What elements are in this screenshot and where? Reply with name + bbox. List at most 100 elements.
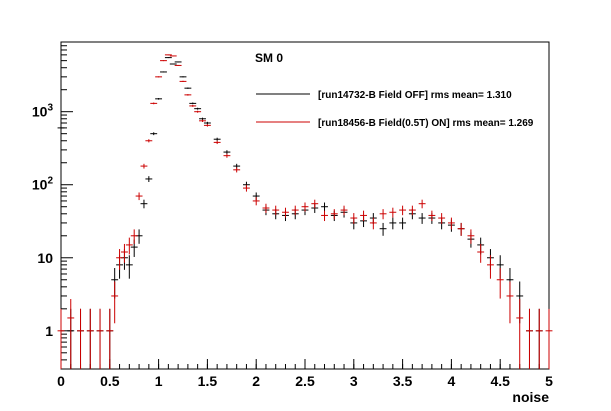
data-point xyxy=(203,124,211,127)
data-point xyxy=(438,213,446,224)
data-point xyxy=(160,71,167,73)
data-point xyxy=(150,102,158,105)
data-point xyxy=(199,117,206,120)
y-tick-label: 10 xyxy=(37,250,53,266)
data-point xyxy=(526,308,533,369)
data-point xyxy=(379,222,387,236)
x-tick-label: 1.5 xyxy=(198,373,218,389)
x-tick-label: 0.5 xyxy=(100,373,120,389)
x-tick-label: 2.5 xyxy=(295,373,315,389)
data-point xyxy=(203,121,211,125)
data-point xyxy=(125,255,133,279)
data-point xyxy=(150,132,158,136)
y-tick-label: 1 xyxy=(45,323,53,339)
data-point xyxy=(477,243,485,263)
data-point xyxy=(184,94,192,96)
data-point xyxy=(350,213,358,224)
data-point xyxy=(116,249,123,270)
data-point xyxy=(223,153,231,158)
data-point xyxy=(408,205,416,216)
data-point xyxy=(106,308,114,369)
data-point xyxy=(125,237,133,255)
data-point xyxy=(506,281,514,324)
data-point xyxy=(330,209,338,220)
data-point xyxy=(145,139,153,143)
legend-label: [run18456-B Field(0.5T) ON] rms mean= 1.… xyxy=(318,118,534,129)
data-point xyxy=(282,207,289,218)
data-point xyxy=(272,205,280,216)
legend-label: [run14732-B Field OFF] rms mean= 1.310 xyxy=(318,90,512,101)
data-point xyxy=(262,203,270,213)
data-point xyxy=(164,54,172,56)
data-point xyxy=(321,202,328,212)
data-point xyxy=(184,87,192,89)
data-point xyxy=(199,119,206,123)
data-point xyxy=(130,229,138,244)
x-tick-label: 5 xyxy=(545,373,553,389)
data-point xyxy=(399,205,407,216)
data-point xyxy=(179,80,187,83)
data-point xyxy=(467,229,475,244)
data-point xyxy=(155,76,163,78)
data-point xyxy=(194,110,202,113)
data-point xyxy=(389,217,397,230)
x-tick-label: 0 xyxy=(57,373,65,389)
series-layer xyxy=(57,54,553,369)
data-point xyxy=(189,102,197,105)
data-point xyxy=(140,199,148,209)
data-point xyxy=(223,150,231,155)
y-tick-label: 103 xyxy=(32,103,54,120)
data-point xyxy=(535,308,543,369)
data-point xyxy=(418,199,426,209)
data-point xyxy=(496,268,504,299)
data-point xyxy=(457,222,465,236)
data-point xyxy=(379,209,387,220)
data-point xyxy=(418,213,426,224)
data-point xyxy=(301,202,309,212)
data-point xyxy=(174,61,182,63)
chart-title: SM 0 xyxy=(255,51,283,65)
data-point xyxy=(96,308,104,369)
data-point xyxy=(252,197,260,206)
axis-ticks: 0 0.5 1 1.5 2 2.5 3 3.5 4 4.5 5 1 10 102 103 xyxy=(32,41,553,389)
y-tick-label: 102 xyxy=(32,176,54,193)
data-point xyxy=(140,163,148,169)
data-point xyxy=(291,205,299,216)
data-point xyxy=(389,207,397,218)
x-tick-label: 4 xyxy=(448,373,456,389)
data-point xyxy=(340,205,348,216)
x-tick-label: 1 xyxy=(155,373,163,389)
data-point xyxy=(399,217,407,230)
x-tick-label: 4.5 xyxy=(490,373,510,389)
data-point xyxy=(145,176,153,182)
x-axis-title: noise xyxy=(512,389,549,405)
data-point xyxy=(516,299,524,369)
data-point xyxy=(164,57,172,59)
data-point xyxy=(213,140,221,145)
data-point xyxy=(179,76,187,78)
x-tick-label: 3.5 xyxy=(393,373,413,389)
data-point xyxy=(111,281,119,324)
data-point xyxy=(57,308,65,369)
data-point xyxy=(57,126,65,130)
data-point xyxy=(311,199,319,209)
data-point xyxy=(369,217,377,230)
x-tick-label: 2 xyxy=(252,373,260,389)
data-point xyxy=(77,308,84,369)
data-point xyxy=(169,55,177,57)
data-point xyxy=(189,105,197,107)
data-point xyxy=(321,210,328,222)
data-point xyxy=(160,60,167,62)
data-point xyxy=(447,217,455,230)
x-tick-label: 3 xyxy=(350,373,358,389)
data-point xyxy=(86,308,94,369)
data-point xyxy=(233,167,241,173)
data-point xyxy=(360,210,367,222)
legend: [run14732-B Field OFF] rms mean= 1.310 [r… xyxy=(256,90,534,129)
data-point xyxy=(428,210,436,222)
data-point xyxy=(194,107,202,110)
data-point xyxy=(487,255,494,279)
data-point xyxy=(169,63,177,65)
data-point xyxy=(545,308,553,369)
